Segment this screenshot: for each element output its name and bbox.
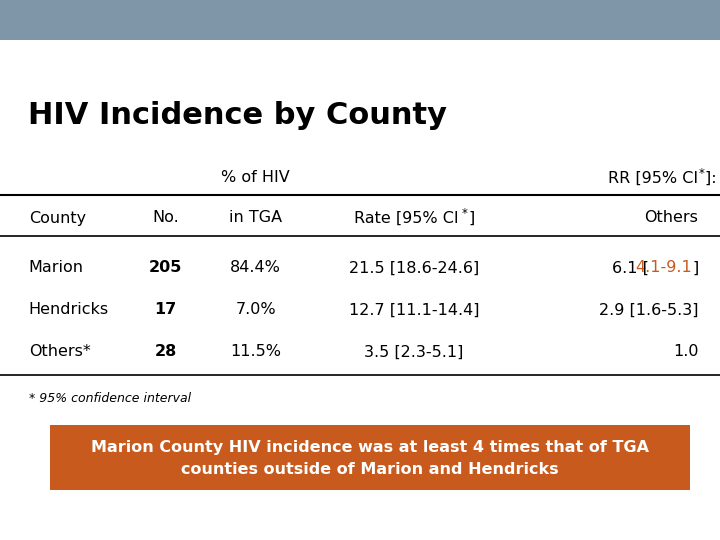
Text: 84.4%: 84.4% xyxy=(230,260,281,275)
Text: 21.5 [18.6-24.6]: 21.5 [18.6-24.6] xyxy=(349,260,479,275)
Text: 205: 205 xyxy=(149,260,182,275)
Text: 4.1-9.1: 4.1-9.1 xyxy=(636,260,692,275)
Text: 28: 28 xyxy=(155,345,176,360)
Text: Others: Others xyxy=(644,211,698,226)
Text: *: * xyxy=(462,207,468,220)
Bar xyxy=(50,425,690,490)
Text: % of HIV: % of HIV xyxy=(221,171,290,186)
Text: 17: 17 xyxy=(155,302,176,318)
Text: Marion County HIV incidence was at least 4 times that of TGA: Marion County HIV incidence was at least… xyxy=(91,440,649,455)
Text: 1.0: 1.0 xyxy=(673,345,698,360)
Text: ]: to: ]: to xyxy=(706,171,720,186)
Text: 2.9 [1.6-5.3]: 2.9 [1.6-5.3] xyxy=(599,302,698,318)
Text: County: County xyxy=(29,211,86,226)
Bar xyxy=(0,0,720,40)
Text: in TGA: in TGA xyxy=(229,211,282,226)
Text: * 95% confidence interval: * 95% confidence interval xyxy=(29,392,191,405)
Text: No.: No. xyxy=(152,211,179,226)
Text: 12.7 [11.1-14.4]: 12.7 [11.1-14.4] xyxy=(348,302,480,318)
Text: counties outside of Marion and Hendricks: counties outside of Marion and Hendricks xyxy=(181,462,559,477)
Text: 7.0%: 7.0% xyxy=(235,302,276,318)
Text: Rate [95% CI: Rate [95% CI xyxy=(354,211,459,226)
Text: *: * xyxy=(698,167,704,180)
Text: ]: ] xyxy=(468,211,474,226)
Text: ]: ] xyxy=(692,260,698,275)
Text: Others*: Others* xyxy=(29,345,91,360)
Text: 11.5%: 11.5% xyxy=(230,345,281,360)
Text: 3.5 [2.3-5.1]: 3.5 [2.3-5.1] xyxy=(364,345,464,360)
Text: Marion: Marion xyxy=(29,260,84,275)
Text: RR [95% CI: RR [95% CI xyxy=(608,171,698,186)
Text: HIV Incidence by County: HIV Incidence by County xyxy=(28,100,447,130)
Text: 6.1 [: 6.1 [ xyxy=(612,260,649,275)
Text: Hendricks: Hendricks xyxy=(29,302,109,318)
